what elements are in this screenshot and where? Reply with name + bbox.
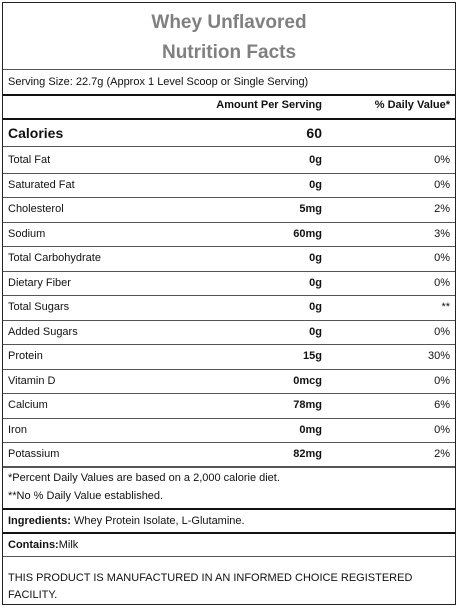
nutrient-name: Total Sugars [8,301,70,313]
nutrient-name: Potassium [8,448,60,460]
nutrient-row: Total Carbohydrate 0g 0% [3,246,455,270]
calories-row: Calories 60 [3,120,455,146]
divider [3,368,455,370]
nutrient-row: Saturated Fat 0g 0% [3,173,455,197]
nutrient-daily-value: 0% [434,154,450,166]
nutrient-row: Dietary Fiber 0g 0% [3,271,455,295]
nutrient-daily-value: 0% [434,276,450,289]
nutrient-daily-value: 0% [434,178,450,191]
divider [3,466,455,467]
contains: Contains:Milk [8,539,78,551]
divider [3,295,455,296]
nutrient-row: Total Sugars 0g ** [3,295,455,319]
divider [3,417,455,419]
divider [3,221,455,223]
nutrient-amount: 15g [303,350,322,362]
contains-text: Milk [58,539,79,551]
divider [3,442,455,443]
nutrient-amount: 0g [309,252,322,264]
ingredients-label: Ingredients: [8,515,71,527]
nutrition-facts-heading: Nutrition Facts [161,42,297,63]
nutrient-daily-value: 6% [434,399,450,411]
divider [3,393,455,394]
nutrient-name: Dietary Fiber [8,276,71,289]
nutrition-facts-panel: Whey Unflavored Nutrition Facts Serving … [2,2,456,605]
nutrient-daily-value: 30% [427,350,450,362]
divider [3,197,455,198]
nutrient-amount: 5mg [299,203,322,215]
divider [3,69,455,70]
certification-statement: THIS PRODUCT IS MANUFACTURED IN AN INFOR… [8,572,413,601]
nutrient-amount: 0g [309,178,322,191]
nutrient-row: Potassium 82mg 2% [3,442,455,466]
divider [3,246,455,247]
nutrient-daily-value: 0% [434,252,450,264]
nutrient-amount: 0g [309,276,322,289]
divider-thick [3,118,455,120]
nutrient-row: Vitamin D 0mcg 0% [3,369,455,393]
nutrient-name: Cholesterol [8,203,64,215]
nutrient-name: Saturated Fat [8,178,75,191]
nutrient-name: Protein [8,350,43,362]
nutrient-amount: 0g [309,154,322,166]
nutrient-daily-value: 0% [434,374,450,387]
nutrient-row: Added Sugars 0g 0% [3,320,455,344]
nutrient-row: Iron 0mg 0% [3,418,455,442]
nutrient-amount: 0mg [299,423,322,436]
nutrient-amount: 0g [309,325,322,338]
nutrient-name: Added Sugars [8,325,78,338]
nutrient-name: Total Fat [8,154,51,166]
divider [3,146,455,147]
divider [3,270,455,272]
divider-thick [3,508,455,510]
nutrient-row: Cholesterol 5mg 2% [3,197,455,221]
divider [3,556,455,557]
nutrient-daily-value: ** [441,301,450,313]
ingredients: Ingredients: Whey Protein Isolate, L-Glu… [8,515,245,527]
calories-label: Calories [8,125,64,141]
nutrient-amount: 78mg [293,399,322,411]
nutrient-row: Total Fat 0g 0% [3,148,455,172]
divider-thick [3,94,455,96]
nutrient-name: Sodium [8,227,46,240]
divider [3,172,455,174]
footnote-no-daily-value: **No % Daily Value established. [8,490,164,502]
header-amount-per-serving: Amount Per Serving [216,99,322,111]
nutrient-daily-value: 3% [434,227,450,240]
nutrient-name: Iron [8,423,27,436]
divider-thick [3,532,455,534]
nutrient-daily-value: 2% [434,448,450,460]
nutrient-name: Calcium [8,399,48,411]
calories-value: 60 [306,125,322,141]
nutrient-amount: 0g [309,301,322,313]
nutrient-amount: 60mg [293,227,322,240]
nutrient-name: Total Carbohydrate [8,252,101,264]
nutrient-row: Protein 15g 30% [3,344,455,368]
nutrient-name: Vitamin D [8,374,56,387]
footnote-daily-value: *Percent Daily Values are based on a 2,0… [8,472,280,484]
nutrient-row: Sodium 60mg 3% [3,222,455,246]
nutrient-amount: 0mcg [293,374,322,387]
divider [3,319,455,321]
ingredients-text: Whey Protein Isolate, L-Glutamine. [70,515,245,527]
contains-label: Contains: [8,539,59,551]
nutrient-daily-value: 0% [434,423,450,436]
serving-size: Serving Size: 22.7g (Approx 1 Level Scoo… [8,76,309,88]
divider [3,466,455,468]
nutrient-amount: 82mg [293,448,322,460]
header-daily-value: % Daily Value* [374,99,450,111]
product-title: Whey Unflavored [151,12,307,33]
nutrient-row: Calcium 78mg 6% [3,393,455,417]
nutrient-daily-value: 0% [434,325,450,338]
nutrient-daily-value: 2% [434,203,450,215]
divider [3,344,455,345]
